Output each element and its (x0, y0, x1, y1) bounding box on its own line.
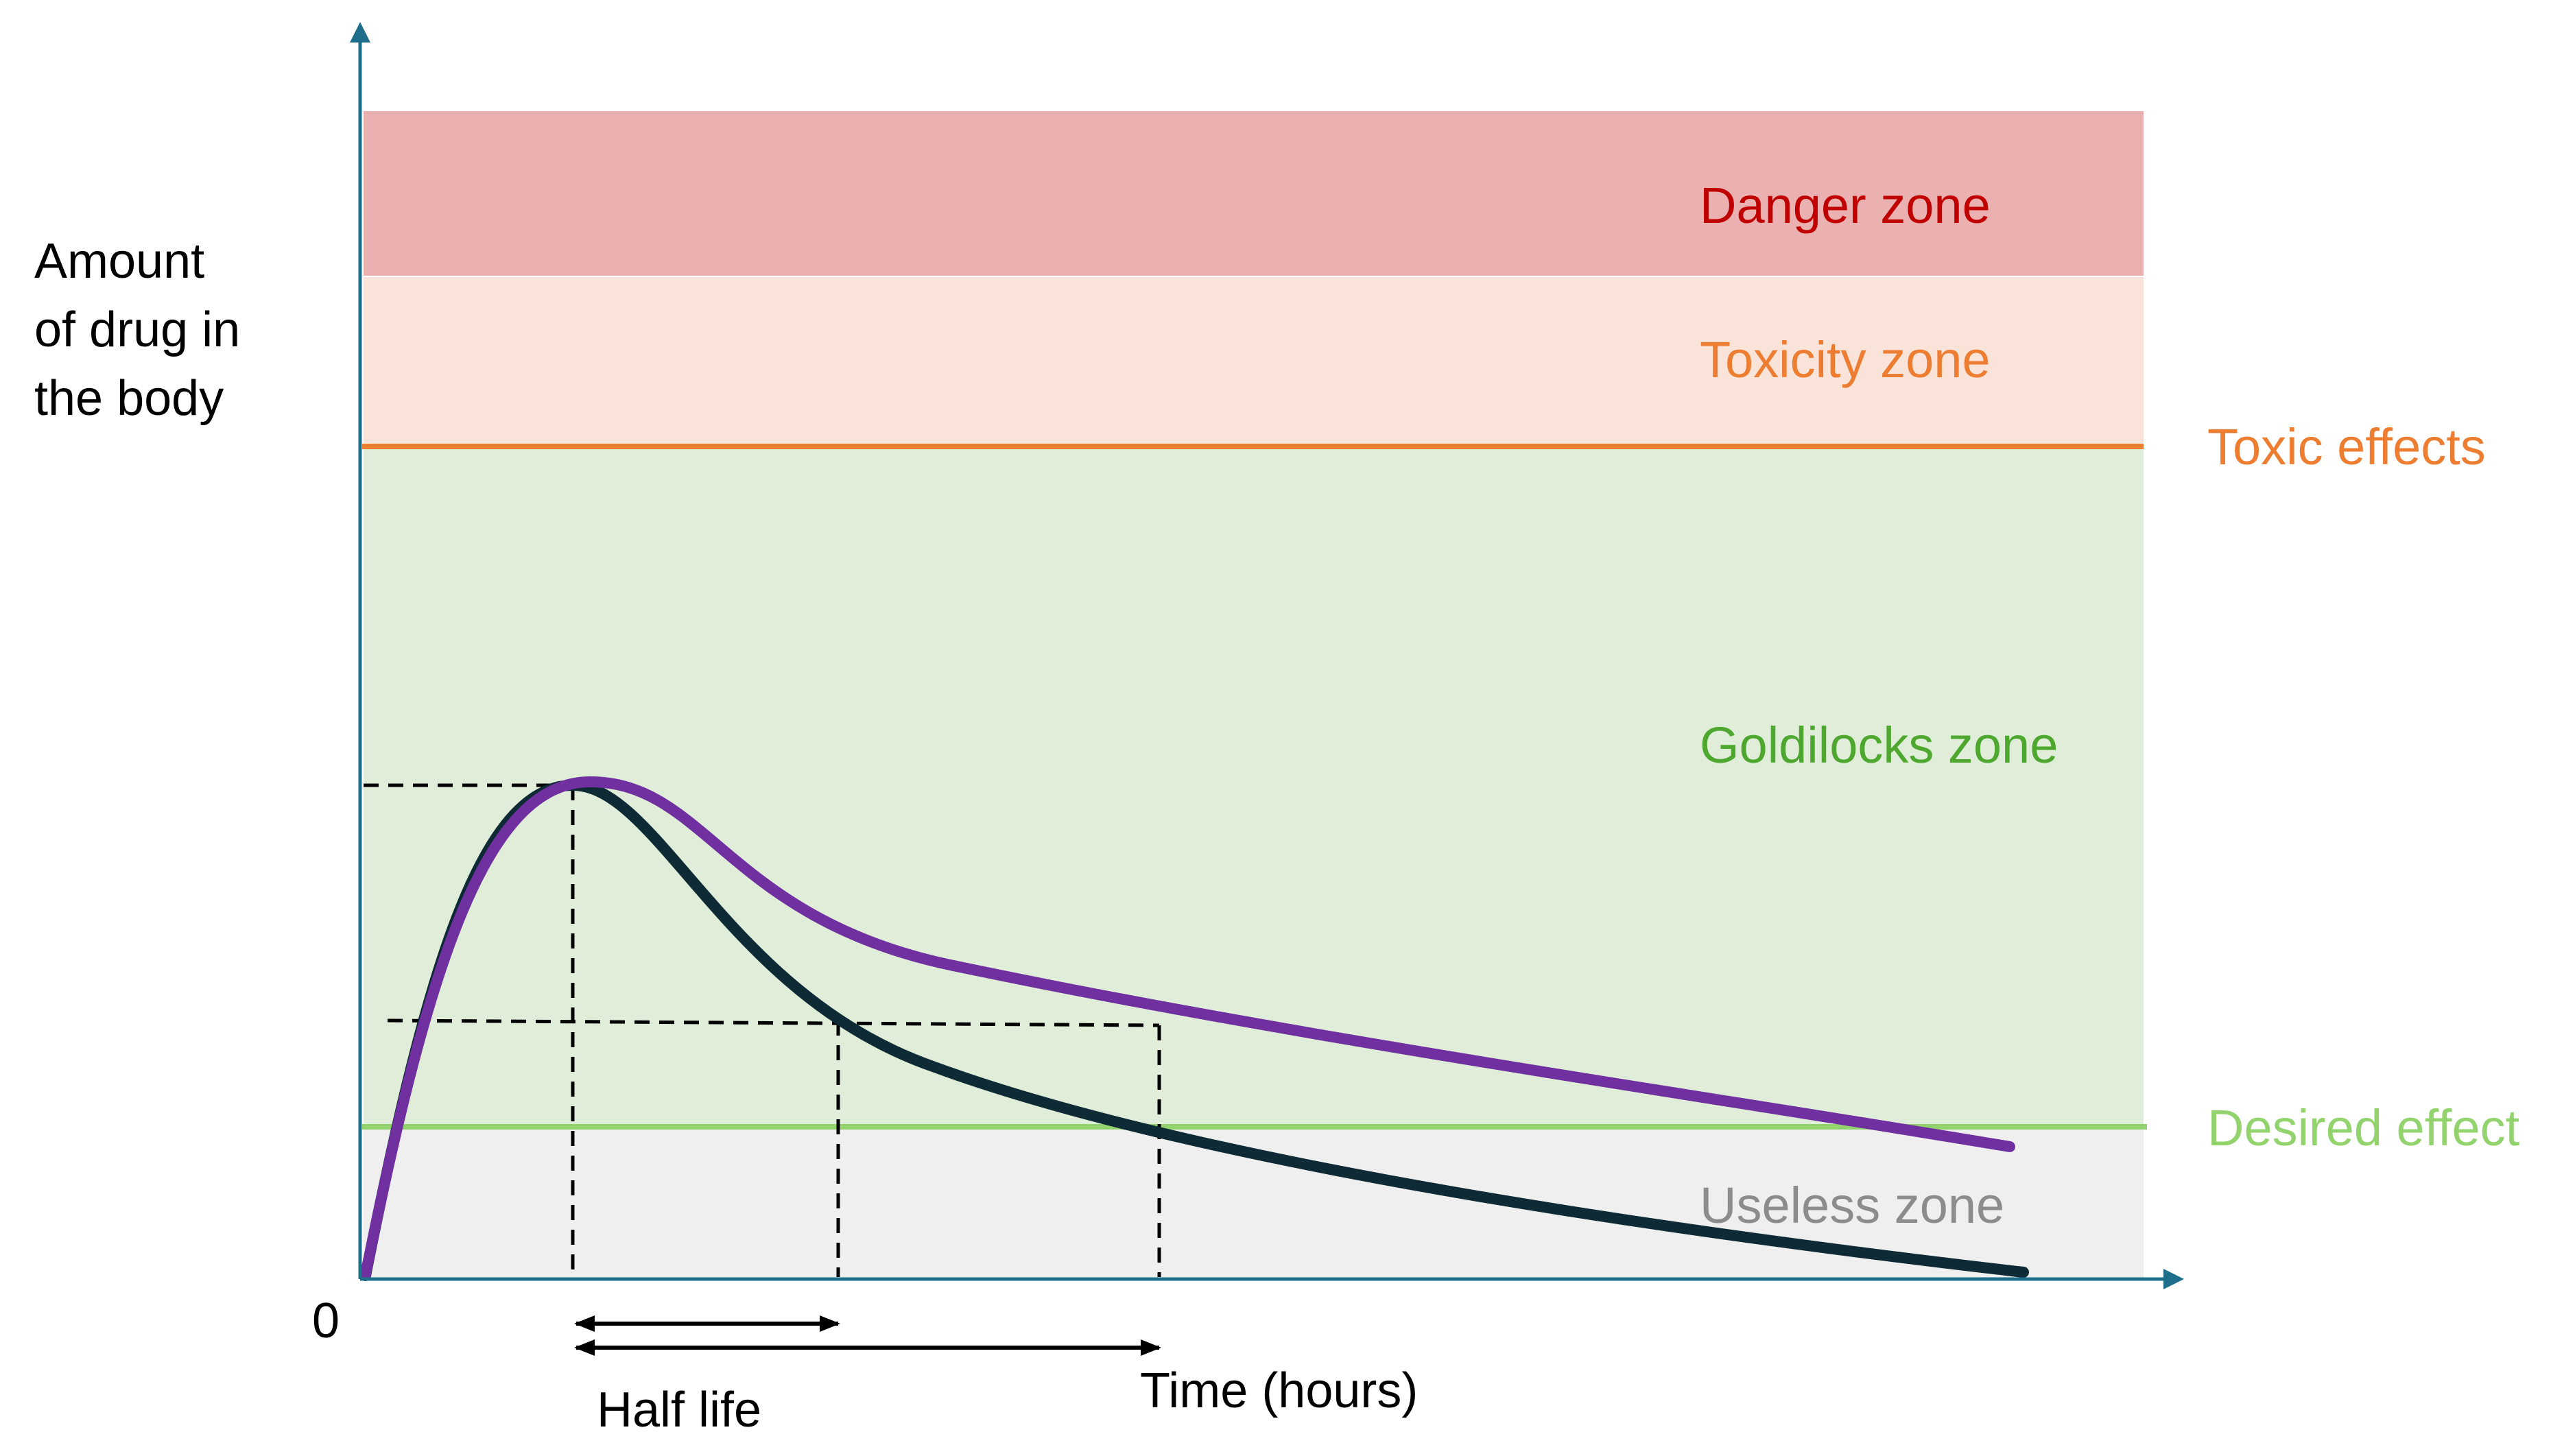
x-axis-label: Time (hours) (1140, 1363, 1418, 1418)
half-life-label: Half life (597, 1383, 761, 1437)
goldilocks-zone-band (364, 445, 2144, 1127)
y-axis-label-line-3: the body (34, 371, 224, 426)
y-axis-label-line-2: of drug in (34, 302, 240, 357)
slow-elimination-curve (360, 776, 2015, 1280)
dashed-guides (364, 783, 1161, 1277)
toxicity-zone-label: Toxicity zone (1700, 331, 1991, 388)
desired-effect-label: Desired effect (2207, 1099, 2520, 1156)
y-axis-label-line-1: Amount (34, 234, 204, 289)
origin-label: 0 (312, 1293, 340, 1348)
danger-zone-band (364, 111, 2144, 276)
y-axis-label: Amount of drug in the body (34, 234, 254, 426)
half-level-guide (387, 1018, 1160, 1027)
toxic-effects-label: Toxic effects (2207, 418, 2486, 475)
toxicity-zone-band (364, 277, 2144, 445)
useless-zone-label: Useless zone (1700, 1177, 2004, 1234)
danger-zone-label: Danger zone (1700, 177, 1991, 234)
goldilocks-zone-label: Goldilocks zone (1700, 717, 2058, 774)
